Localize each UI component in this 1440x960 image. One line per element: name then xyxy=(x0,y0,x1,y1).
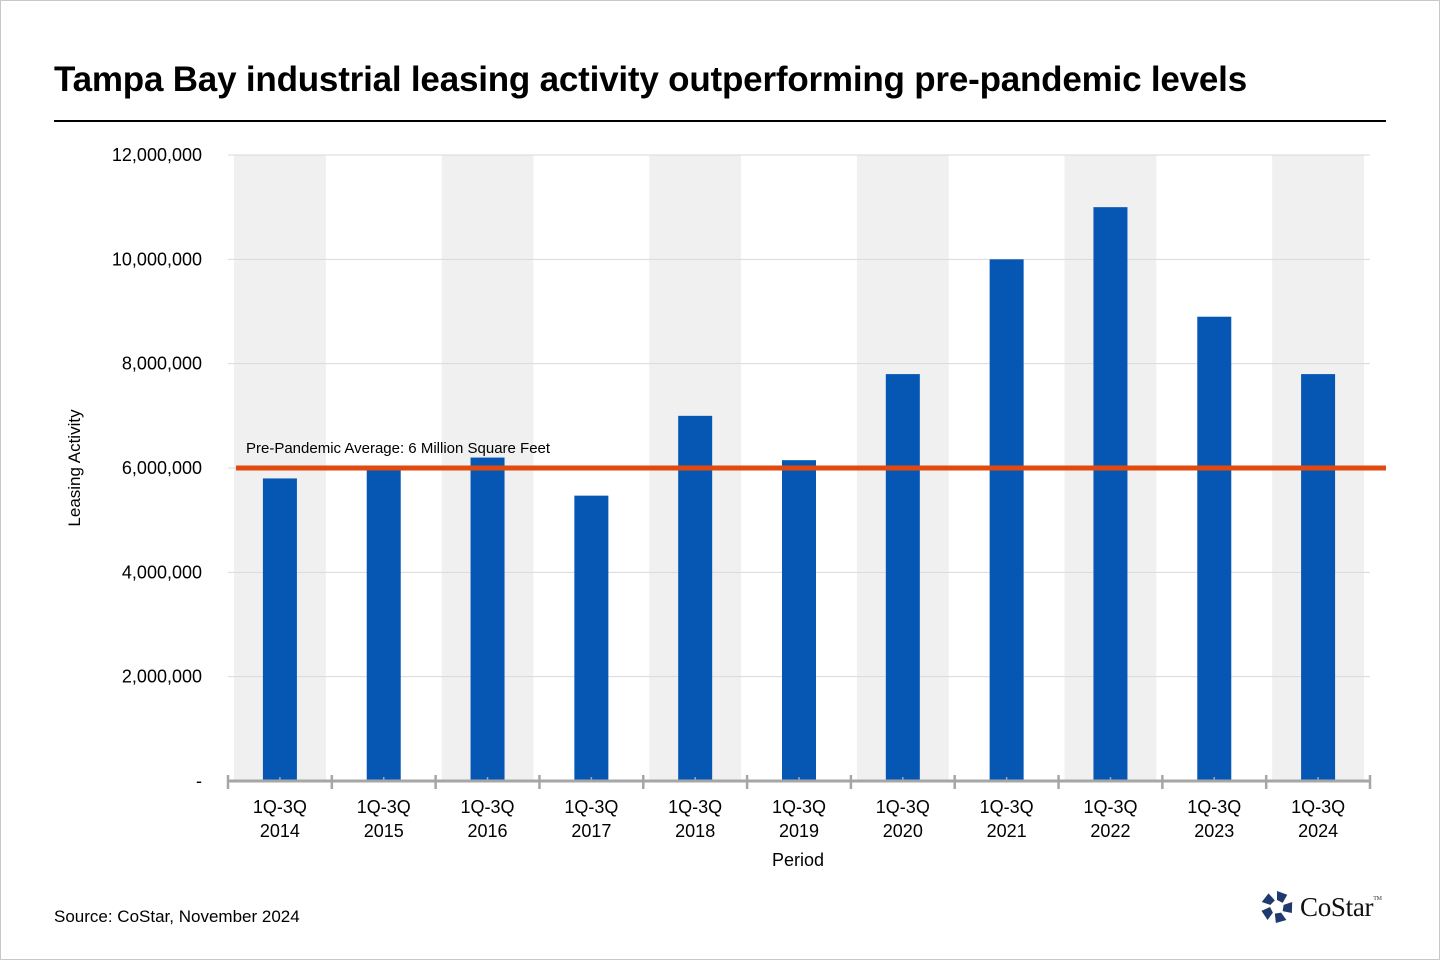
x-tick-label: 2024 xyxy=(1298,821,1338,841)
x-tick-label: 2017 xyxy=(571,821,611,841)
x-tick-label: 2014 xyxy=(260,821,300,841)
x-tick-label: 1Q-3Q xyxy=(461,797,515,817)
x-tick-label: 1Q-3Q xyxy=(1187,797,1241,817)
logo-text: CoStarTM xyxy=(1300,891,1382,922)
y-tick-label: 2,000,000 xyxy=(122,667,202,687)
costar-logo: CoStarTM xyxy=(1260,890,1382,924)
x-tick-label: 2019 xyxy=(779,821,819,841)
x-tick-label: 1Q-3Q xyxy=(253,797,307,817)
y-tick-label: 4,000,000 xyxy=(122,562,202,582)
bar xyxy=(885,374,920,781)
y-tick-label: - xyxy=(196,771,202,791)
x-axis: 1Q-3Q 2014 1Q-3Q 2015 1Q-3Q 2016 1Q-3Q 2017 1Q-3… xyxy=(226,775,1372,841)
bar xyxy=(989,259,1024,781)
logo-star-segment xyxy=(1277,891,1288,903)
x-tick-label: 2022 xyxy=(1090,821,1130,841)
reference-line-label: Pre-Pandemic Average: 6 Million Square F… xyxy=(246,440,551,457)
bar xyxy=(366,468,401,781)
logo-star-segment xyxy=(1282,902,1293,913)
logo-star-segment xyxy=(1274,912,1287,923)
bar xyxy=(262,478,297,781)
x-tick-label: 1Q-3Q xyxy=(668,797,722,817)
bars xyxy=(262,207,1336,781)
y-axis-ticks: - 2,000,000 4,000,000 6,000,000 8,000,000 10,… xyxy=(112,145,202,791)
source-note: Source: CoStar, November 2024 xyxy=(54,907,300,926)
bar xyxy=(470,457,505,781)
title-divider xyxy=(54,120,1386,122)
x-tick-label: 2016 xyxy=(468,821,508,841)
bar xyxy=(1301,374,1336,781)
x-tick-label: 1Q-3Q xyxy=(357,797,411,817)
logo-star-segment xyxy=(1261,893,1275,905)
bar xyxy=(678,415,713,781)
y-tick-label: 10,000,000 xyxy=(112,249,202,269)
x-tick-label: 2018 xyxy=(675,821,715,841)
x-tick-label: 2023 xyxy=(1194,821,1234,841)
bar xyxy=(782,460,816,781)
bar xyxy=(1197,316,1232,781)
y-tick-label: 8,000,000 xyxy=(122,354,202,374)
x-tick-label: 2020 xyxy=(883,821,923,841)
y-axis-label: Leasing Activity xyxy=(65,409,84,527)
x-tick-label: 1Q-3Q xyxy=(980,797,1034,817)
x-tick-label: 1Q-3Q xyxy=(564,797,618,817)
x-axis-label: Period xyxy=(772,850,824,870)
x-tick-label: 1Q-3Q xyxy=(1083,797,1137,817)
y-tick-label: 6,000,000 xyxy=(122,458,202,478)
bar xyxy=(1093,207,1128,781)
bar xyxy=(574,495,609,781)
reference-line-group: Pre-Pandemic Average: 6 Million Square F… xyxy=(236,440,1386,471)
x-tick-label: 2015 xyxy=(364,821,404,841)
x-tick-label: 1Q-3Q xyxy=(772,797,826,817)
chart-title: Tampa Bay industrial leasing activity ou… xyxy=(54,60,1247,99)
x-tick-label: 1Q-3Q xyxy=(876,797,930,817)
x-tick-label: 2021 xyxy=(987,821,1027,841)
x-tick-label: 1Q-3Q xyxy=(1291,797,1345,817)
logo-star-segment xyxy=(1261,906,1273,920)
y-tick-label: 12,000,000 xyxy=(112,145,202,165)
costar-star-icon xyxy=(1261,891,1293,923)
